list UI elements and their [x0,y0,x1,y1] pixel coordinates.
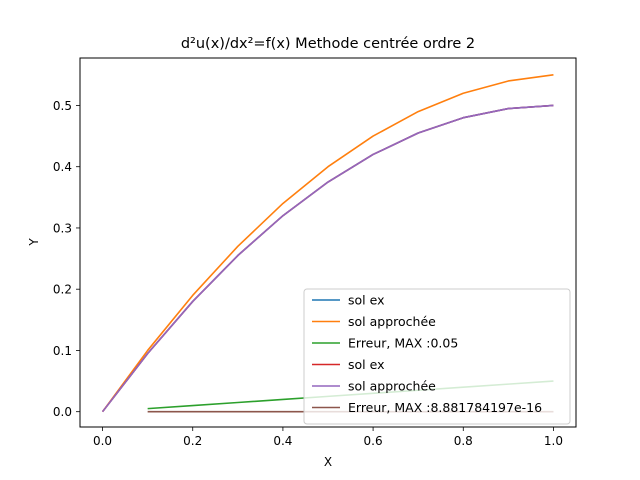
x-axis-ticks: 0.0 0.2 0.4 0.6 0.8 1.0 [93,427,563,448]
y-tick-label: 0.1 [53,344,72,358]
x-tick-label: 1.0 [544,434,563,448]
x-tick-label: 0.4 [273,434,292,448]
x-tick-label: 0.0 [93,434,112,448]
y-tick-label: 0.2 [53,283,72,297]
x-axis-label: X [324,455,332,469]
legend: sol ex sol approchée Erreur, MAX :0.05 sol … [303,288,571,425]
legend-label: Erreur, MAX :8.881784197e-16 [348,400,542,415]
legend-box [303,288,571,425]
y-tick-label: 0.4 [53,160,72,174]
y-axis-label: Y [27,238,41,247]
y-tick-label: 0.3 [53,221,72,235]
legend-label: sol ex [348,357,384,372]
legend-label: sol ex [348,293,384,308]
y-tick-label: 0.5 [53,99,72,113]
series-line-5 [101,104,554,413]
y-tick-label: 0.0 [53,405,72,419]
y-axis-ticks: 0.0 0.1 0.2 0.3 0.4 0.5 [53,99,80,419]
x-tick-label: 0.8 [454,434,473,448]
legend-label: sol approchée [348,314,436,329]
chart-title: d²u(x)/dx²=f(x) Methode centrée ordre 2 [181,36,475,52]
plot-frame [79,57,577,428]
x-tick-label: 0.6 [364,434,383,448]
legend-label: Erreur, MAX :0.05 [348,336,458,351]
x-tick-label: 0.2 [183,434,202,448]
legend-label: sol approchée [348,379,436,394]
series-line-2 [101,74,554,413]
